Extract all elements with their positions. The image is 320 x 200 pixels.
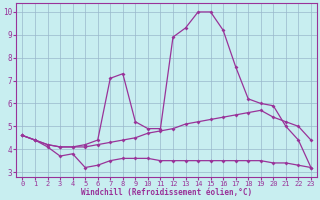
X-axis label: Windchill (Refroidissement éolien,°C): Windchill (Refroidissement éolien,°C) — [81, 188, 252, 197]
